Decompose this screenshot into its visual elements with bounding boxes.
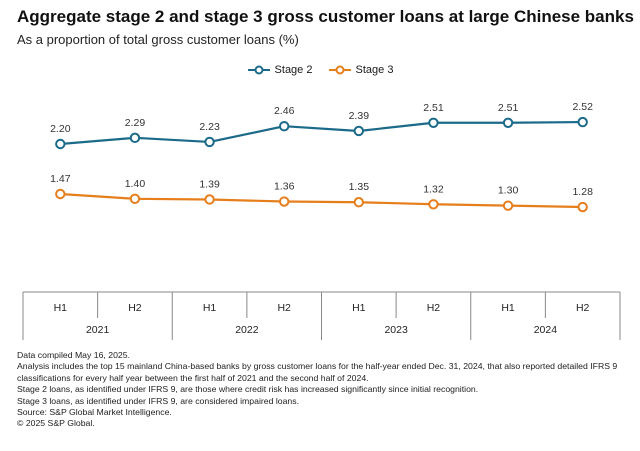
x-year-label: 2022 bbox=[235, 324, 259, 336]
footnote-stage2: Stage 2 loans, as identified under IFRS … bbox=[17, 384, 479, 395]
legend-item-stage2: Stage 2 bbox=[247, 64, 313, 77]
x-tick-label: H2 bbox=[576, 302, 590, 314]
data-label-stage3: 1.47 bbox=[50, 173, 71, 185]
legend-label-stage2: Stage 2 bbox=[274, 64, 313, 77]
data-point-stage3 bbox=[129, 193, 141, 204]
series-line-stage2 bbox=[60, 120, 583, 146]
legend: Stage 2 Stage 3 bbox=[0, 64, 640, 76]
footnote-copyright: © 2025 S&P Global. bbox=[17, 418, 95, 429]
data-label-stage3: 1.40 bbox=[125, 178, 146, 190]
x-tick-label: H2 bbox=[427, 302, 441, 314]
data-point-stage2 bbox=[278, 120, 290, 132]
data-label-stage2: 2.29 bbox=[125, 117, 146, 129]
data-label-stage3: 1.36 bbox=[274, 181, 295, 193]
data-label-stage3: 1.35 bbox=[349, 181, 370, 193]
legend-swatch-stage2 bbox=[247, 65, 270, 75]
footnote-source: Source: S&P Global Market Intelligence. bbox=[17, 407, 172, 418]
data-point-stage3 bbox=[353, 197, 365, 208]
data-label-stage2: 2.23 bbox=[199, 121, 220, 133]
chart-title: Aggregate stage 2 and stage 3 gross cust… bbox=[17, 7, 634, 26]
data-point-stage2 bbox=[129, 132, 141, 144]
legend-swatch-stage3 bbox=[328, 65, 351, 75]
series-line-stage3 bbox=[60, 192, 583, 209]
data-label-stage2: 2.39 bbox=[349, 110, 370, 122]
data-label-stage3: 1.28 bbox=[572, 186, 593, 198]
data-label-stage3: 1.32 bbox=[423, 183, 444, 195]
x-tick-label: H2 bbox=[128, 302, 142, 314]
x-tick-label: H1 bbox=[54, 302, 68, 314]
data-point-stage2 bbox=[502, 117, 514, 128]
data-point-stage3 bbox=[428, 199, 439, 210]
data-point-stage3 bbox=[278, 196, 290, 207]
x-year-label: 2023 bbox=[384, 324, 408, 336]
data-point-stage3 bbox=[502, 200, 514, 211]
x-year-label: 2021 bbox=[86, 324, 110, 336]
data-point-stage3 bbox=[55, 188, 66, 200]
data-label-stage2: 2.51 bbox=[423, 102, 444, 114]
data-point-stage3 bbox=[204, 194, 215, 205]
data-point-stage2 bbox=[428, 117, 439, 128]
data-point-stage2 bbox=[353, 125, 365, 137]
data-label-stage2: 2.51 bbox=[498, 102, 519, 114]
data-point-stage2 bbox=[55, 138, 66, 150]
legend-label-stage3: Stage 3 bbox=[355, 64, 394, 77]
x-year-label: 2024 bbox=[534, 324, 558, 336]
data-label-stage3: 1.39 bbox=[199, 178, 220, 190]
line-chart: H1 H2 H1 H2 H1 H2 H1 H2 2021 2022 2023 2024 2.20 2.29… bbox=[22, 101, 621, 340]
footnote-analysis: Analysis includes the top 15 mainland Ch… bbox=[17, 361, 618, 383]
x-tick-label: H2 bbox=[277, 302, 291, 314]
footnotes: Data compiled May 16, 2025. Analysis inc… bbox=[17, 350, 627, 430]
data-point-stage3 bbox=[577, 201, 588, 213]
chart-subtitle: As a proportion of total gross customer … bbox=[17, 32, 299, 47]
x-tick-label: H1 bbox=[352, 302, 366, 314]
x-tick-label: H1 bbox=[203, 302, 217, 314]
footnote-date: Data compiled May 16, 2025. bbox=[17, 350, 131, 360]
data-label-stage3: 1.30 bbox=[498, 185, 519, 197]
data-label-stage2: 2.20 bbox=[50, 123, 71, 135]
data-point-stage2 bbox=[204, 136, 215, 148]
data-label-stage2: 2.46 bbox=[274, 105, 295, 117]
footnote-stage3: Stage 3 loans, as identified under IFRS … bbox=[17, 395, 300, 406]
x-tick-label: H1 bbox=[501, 302, 515, 314]
data-point-stage2 bbox=[577, 116, 588, 128]
legend-item-stage3: Stage 3 bbox=[328, 64, 394, 77]
data-label-stage2: 2.52 bbox=[572, 101, 593, 113]
